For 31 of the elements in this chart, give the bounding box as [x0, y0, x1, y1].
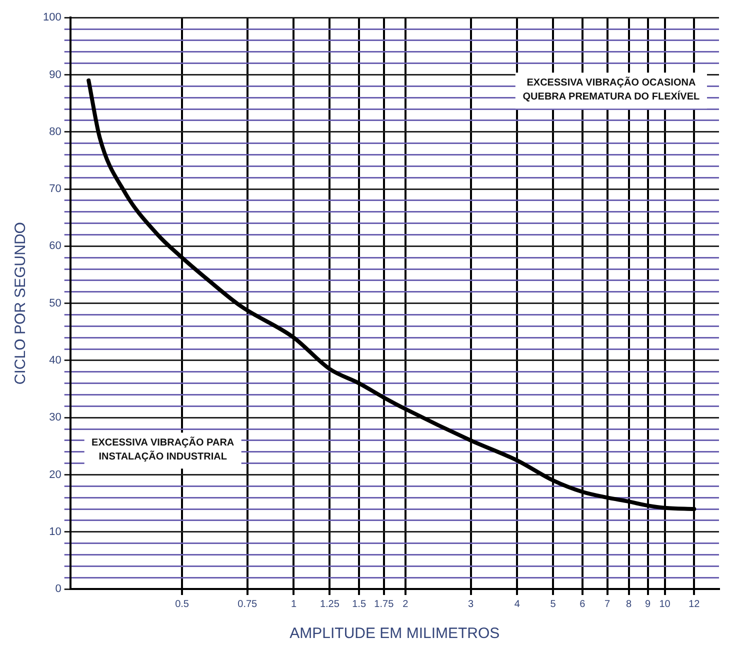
x-tick-label: 12 [688, 598, 700, 610]
x-tick-label: 4 [514, 598, 520, 610]
y-tick-label: 80 [49, 126, 62, 138]
x-tick-label: 2 [402, 598, 409, 610]
x-tick-label: 6 [580, 598, 586, 610]
x-tick-label: 0.5 [175, 598, 190, 610]
y-tick-label: 70 [49, 183, 62, 196]
y-tick-label: 10 [49, 526, 62, 538]
x-tick-label: 1.5 [352, 598, 366, 610]
x-tick-label: 1 [290, 598, 297, 610]
annotation: EXCESSIVA VIBRAÇÃO PARA INSTALAÇÃO INDUSTRIAL [92, 436, 234, 462]
x-tick-label: 1.75 [374, 598, 394, 610]
y-tick-label: 50 [49, 297, 62, 310]
annotation: EXCESSIVA VIBRAÇÃO OCASIONA QUEBRA PREMATURA DO FLEXÍVEL [522, 76, 700, 102]
y-tick-label: 40 [49, 354, 62, 366]
x-tick-label: 3 [468, 598, 474, 610]
y-axis-title: CICLO POR SEGUNDO [12, 222, 30, 385]
x-axis-title: AMPLITUDE EM MILIMETROS [290, 625, 500, 642]
x-tick-label: 8 [626, 598, 632, 610]
x-tick-label: 7 [604, 598, 611, 610]
x-tick-label: 10 [659, 598, 671, 610]
x-tick-label: 0.75 [238, 598, 258, 610]
x-tick-label: 9 [645, 598, 652, 610]
x-tick-label: 5 [550, 598, 556, 610]
y-tick-label: 90 [49, 68, 62, 81]
x-tick-label: 1.25 [320, 598, 340, 610]
y-tick-label: 30 [49, 412, 62, 424]
y-tick-label: 60 [49, 240, 62, 252]
y-tick-label: 100 [42, 12, 62, 24]
y-tick-label: 20 [49, 468, 62, 481]
y-tick-label: 0 [55, 583, 62, 596]
